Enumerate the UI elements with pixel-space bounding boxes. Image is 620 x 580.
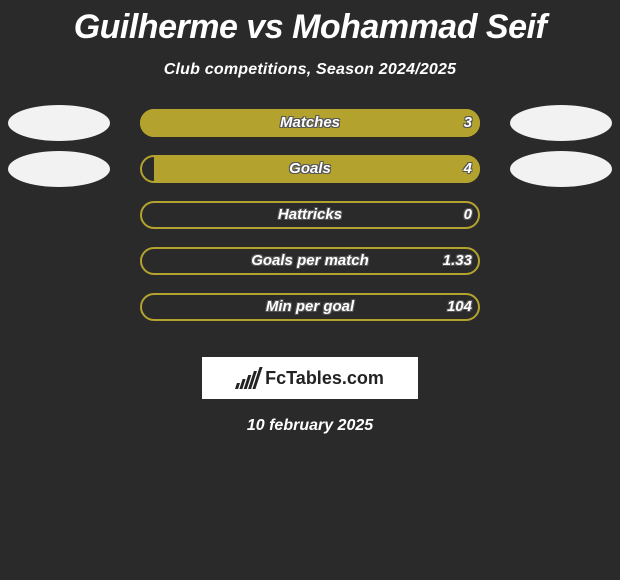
player-right-avatar — [510, 105, 612, 141]
stat-bar-track — [140, 201, 480, 229]
stat-row: Goals4 — [0, 155, 620, 201]
stat-bar-fill-right — [154, 155, 480, 183]
stat-bar-track — [140, 293, 480, 321]
brand-badge: FcTables.com — [202, 357, 418, 399]
stat-row: Hattricks0 — [0, 201, 620, 247]
stat-row: Min per goal104 — [0, 293, 620, 339]
page-subtitle: Club competitions, Season 2024/2025 — [0, 61, 620, 79]
player-left-avatar — [8, 105, 110, 141]
player-left-avatar — [8, 151, 110, 187]
brand-text: FcTables.com — [265, 368, 384, 389]
stat-row: Matches3 — [0, 109, 620, 155]
page-title: Guilherme vs Mohammad Seif — [0, 0, 620, 47]
stat-bar-track — [140, 109, 480, 137]
snapshot-date: 10 february 2025 — [0, 417, 620, 435]
stat-bar-track — [140, 247, 480, 275]
stat-row: Goals per match1.33 — [0, 247, 620, 293]
player-right-avatar — [510, 151, 612, 187]
brand-logo-icon — [236, 367, 259, 389]
stat-bar-fill-right — [140, 109, 480, 137]
comparison-chart: Matches3Goals4Hattricks0Goals per match1… — [0, 109, 620, 339]
stat-bar-track — [140, 155, 480, 183]
